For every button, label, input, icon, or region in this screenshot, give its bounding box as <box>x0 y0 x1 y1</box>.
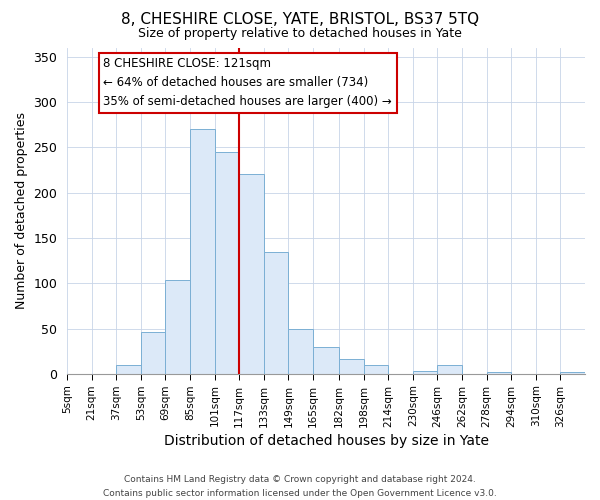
Bar <box>289 328 313 374</box>
Bar <box>190 129 215 374</box>
Bar <box>487 372 511 374</box>
Bar <box>560 372 585 374</box>
Text: 8, CHESHIRE CLOSE, YATE, BRISTOL, BS37 5TQ: 8, CHESHIRE CLOSE, YATE, BRISTOL, BS37 5… <box>121 12 479 28</box>
Y-axis label: Number of detached properties: Number of detached properties <box>15 112 28 310</box>
Bar <box>264 252 289 374</box>
Text: Contains HM Land Registry data © Crown copyright and database right 2024.
Contai: Contains HM Land Registry data © Crown c… <box>103 476 497 498</box>
Text: 8 CHESHIRE CLOSE: 121sqm
← 64% of detached houses are smaller (734)
35% of semi-: 8 CHESHIRE CLOSE: 121sqm ← 64% of detach… <box>103 58 392 108</box>
Text: Size of property relative to detached houses in Yate: Size of property relative to detached ho… <box>138 28 462 40</box>
X-axis label: Distribution of detached houses by size in Yate: Distribution of detached houses by size … <box>164 434 488 448</box>
Bar <box>339 358 364 374</box>
Bar <box>166 280 190 374</box>
Bar <box>313 347 339 374</box>
Bar <box>239 174 264 374</box>
Bar <box>364 365 388 374</box>
Bar <box>141 332 166 374</box>
Bar <box>116 365 141 374</box>
Bar <box>413 372 437 374</box>
Bar <box>215 152 239 374</box>
Bar <box>437 365 462 374</box>
